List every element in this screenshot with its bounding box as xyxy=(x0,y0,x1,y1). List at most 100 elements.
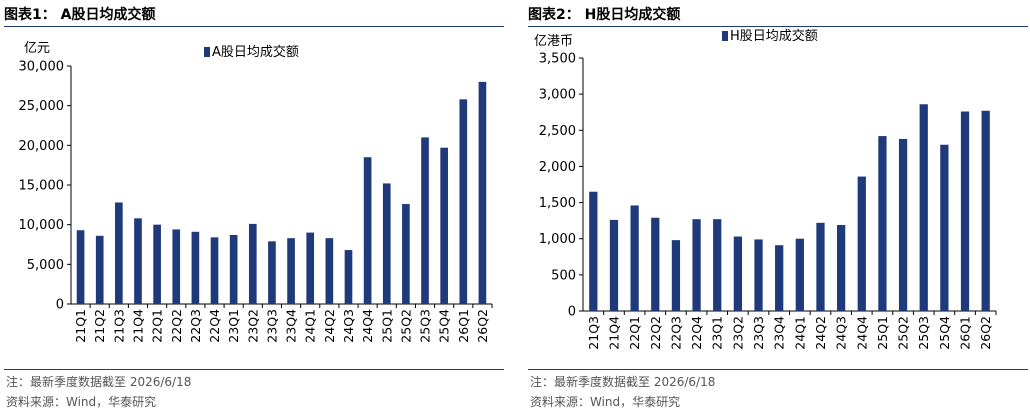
x-tick-label: 23Q2 xyxy=(245,309,260,343)
figure-title: 图表1： A股日均成交额 xyxy=(4,7,156,23)
bar xyxy=(589,191,598,311)
x-tick-label: 23Q4 xyxy=(284,309,299,343)
footnote-source: 资料来源：Wind，华泰研究 xyxy=(6,395,157,409)
bar xyxy=(960,111,970,312)
footer-rule xyxy=(4,369,504,370)
bar-chart-h-shares: 亿港币 0 500 1,000 1,500 2,000 2,500 3,000 3,500 21Q… xyxy=(534,28,997,350)
x-tick-label: 24Q4 xyxy=(360,309,375,343)
y-tick-label: 1,000 xyxy=(539,232,576,247)
bar xyxy=(248,223,257,304)
title-rule xyxy=(528,26,1028,27)
x-tick-label: 21Q4 xyxy=(130,309,145,343)
x-tick-label: 24Q1 xyxy=(303,309,318,343)
bar xyxy=(671,240,681,311)
x-tick-label: 24Q2 xyxy=(322,309,337,343)
bar xyxy=(878,136,887,311)
y-tick-label: 2,000 xyxy=(539,160,576,175)
x-tick-label: 25Q4 xyxy=(937,316,952,350)
y-tick-label: 3,500 xyxy=(539,52,576,67)
x-tick-label: 24Q3 xyxy=(341,309,356,343)
bar xyxy=(478,81,487,304)
x-tick-label: 23Q3 xyxy=(751,316,766,350)
bar xyxy=(76,230,85,304)
x-tick-label: 25Q3 xyxy=(418,309,433,343)
y-unit-label: 亿港币 xyxy=(534,34,573,49)
y-tick-label: 0 xyxy=(56,298,64,313)
x-tick-label: 24Q1 xyxy=(792,316,807,350)
x-tick-label: 25Q2 xyxy=(896,316,911,350)
bar xyxy=(816,222,825,311)
x-tick-label: 23Q1 xyxy=(710,316,725,350)
x-tick-label: 22Q1 xyxy=(150,309,165,343)
x-tick-label: 22Q2 xyxy=(169,309,184,343)
bar xyxy=(651,217,660,311)
bar xyxy=(363,157,372,304)
y-tick-label: 500 xyxy=(551,268,576,283)
x-tick-label: 25Q2 xyxy=(398,309,413,343)
x-tick-label: 25Q1 xyxy=(379,309,394,343)
bar xyxy=(306,232,315,304)
x-tick-label: 21Q3 xyxy=(111,309,126,343)
bar xyxy=(325,238,334,304)
bar-chart-a-shares: 亿元 0 5,000 10,000 15,000 20,000 25,000 30,000 21… xyxy=(19,41,493,343)
x-tick-label: 26Q2 xyxy=(978,316,993,350)
bar xyxy=(344,250,353,304)
title-rule xyxy=(4,26,504,27)
y-tick-label: 25,000 xyxy=(19,99,65,114)
x-tick-label: 21Q1 xyxy=(73,309,88,343)
bar xyxy=(836,224,846,311)
figure-panel-h-shares: 图表2： H股日均成交额 亿港币 0 500 1,000 1,500 2,000 2,500… xyxy=(528,0,1028,413)
y-tick-label: 15,000 xyxy=(19,179,65,194)
y-tick-label: 10,000 xyxy=(19,218,65,233)
footnote-source: 资料来源：Wind，华泰研究 xyxy=(530,395,681,409)
x-tick-label: 24Q2 xyxy=(813,316,828,350)
figure-title: 图表2： H股日均成交额 xyxy=(528,7,681,23)
bar xyxy=(609,219,619,311)
x-tick-label: 26Q2 xyxy=(475,309,490,343)
x-tick-label: 22Q4 xyxy=(689,316,704,350)
x-tick-label: 24Q3 xyxy=(834,316,849,350)
footer-rule xyxy=(528,369,1028,370)
bar xyxy=(440,147,448,304)
x-tick-label: 25Q4 xyxy=(437,309,452,343)
bar xyxy=(733,236,743,311)
bar xyxy=(210,237,219,304)
x-tick-label: 23Q3 xyxy=(264,309,279,343)
x-tick-label: 22Q2 xyxy=(648,316,663,350)
y-tick-label: 3,000 xyxy=(539,88,576,103)
x-tick-label: 25Q3 xyxy=(916,316,931,350)
bar xyxy=(191,231,200,304)
bar xyxy=(795,238,804,311)
y-tick-label: 5,000 xyxy=(27,258,64,273)
legend-label: H股日均成交额 xyxy=(730,28,818,44)
footnote-note: 注：最新季度数据截至 2026/6/18 xyxy=(6,375,192,389)
y-tick-label: 1,500 xyxy=(539,196,576,211)
bar xyxy=(153,224,161,304)
bar xyxy=(402,204,410,304)
x-tick-label: 23Q2 xyxy=(730,316,745,350)
x-tick-label: 24Q4 xyxy=(854,316,869,350)
bar xyxy=(95,235,104,304)
x-tick-label: 22Q3 xyxy=(188,309,203,343)
bar xyxy=(898,138,908,311)
footnote-note: 注：最新季度数据截至 2026/6/18 xyxy=(530,375,716,389)
bar xyxy=(754,239,763,311)
x-tick-label: 22Q3 xyxy=(668,316,683,350)
figure-panel-a-shares: 图表1： A股日均成交额 亿元 0 5,000 10,000 15,000 20,000 2… xyxy=(4,0,504,413)
y-unit-label: 亿元 xyxy=(24,41,50,56)
y-tick-label: 20,000 xyxy=(19,139,65,154)
legend-swatch xyxy=(204,47,210,57)
bar xyxy=(268,241,276,304)
x-tick-label: 26Q1 xyxy=(958,316,973,350)
x-tick-label: 21Q4 xyxy=(606,316,621,350)
bar xyxy=(382,183,391,304)
bar xyxy=(115,202,123,304)
bar xyxy=(459,99,468,304)
bar xyxy=(775,245,784,311)
x-tick-label: 22Q4 xyxy=(207,309,222,343)
bar xyxy=(981,110,990,311)
legend-label: A股日均成交额 xyxy=(212,44,299,60)
x-tick-label: 21Q2 xyxy=(92,309,107,343)
x-tick-label: 23Q4 xyxy=(772,316,787,350)
y-tick-label: 0 xyxy=(568,305,576,320)
